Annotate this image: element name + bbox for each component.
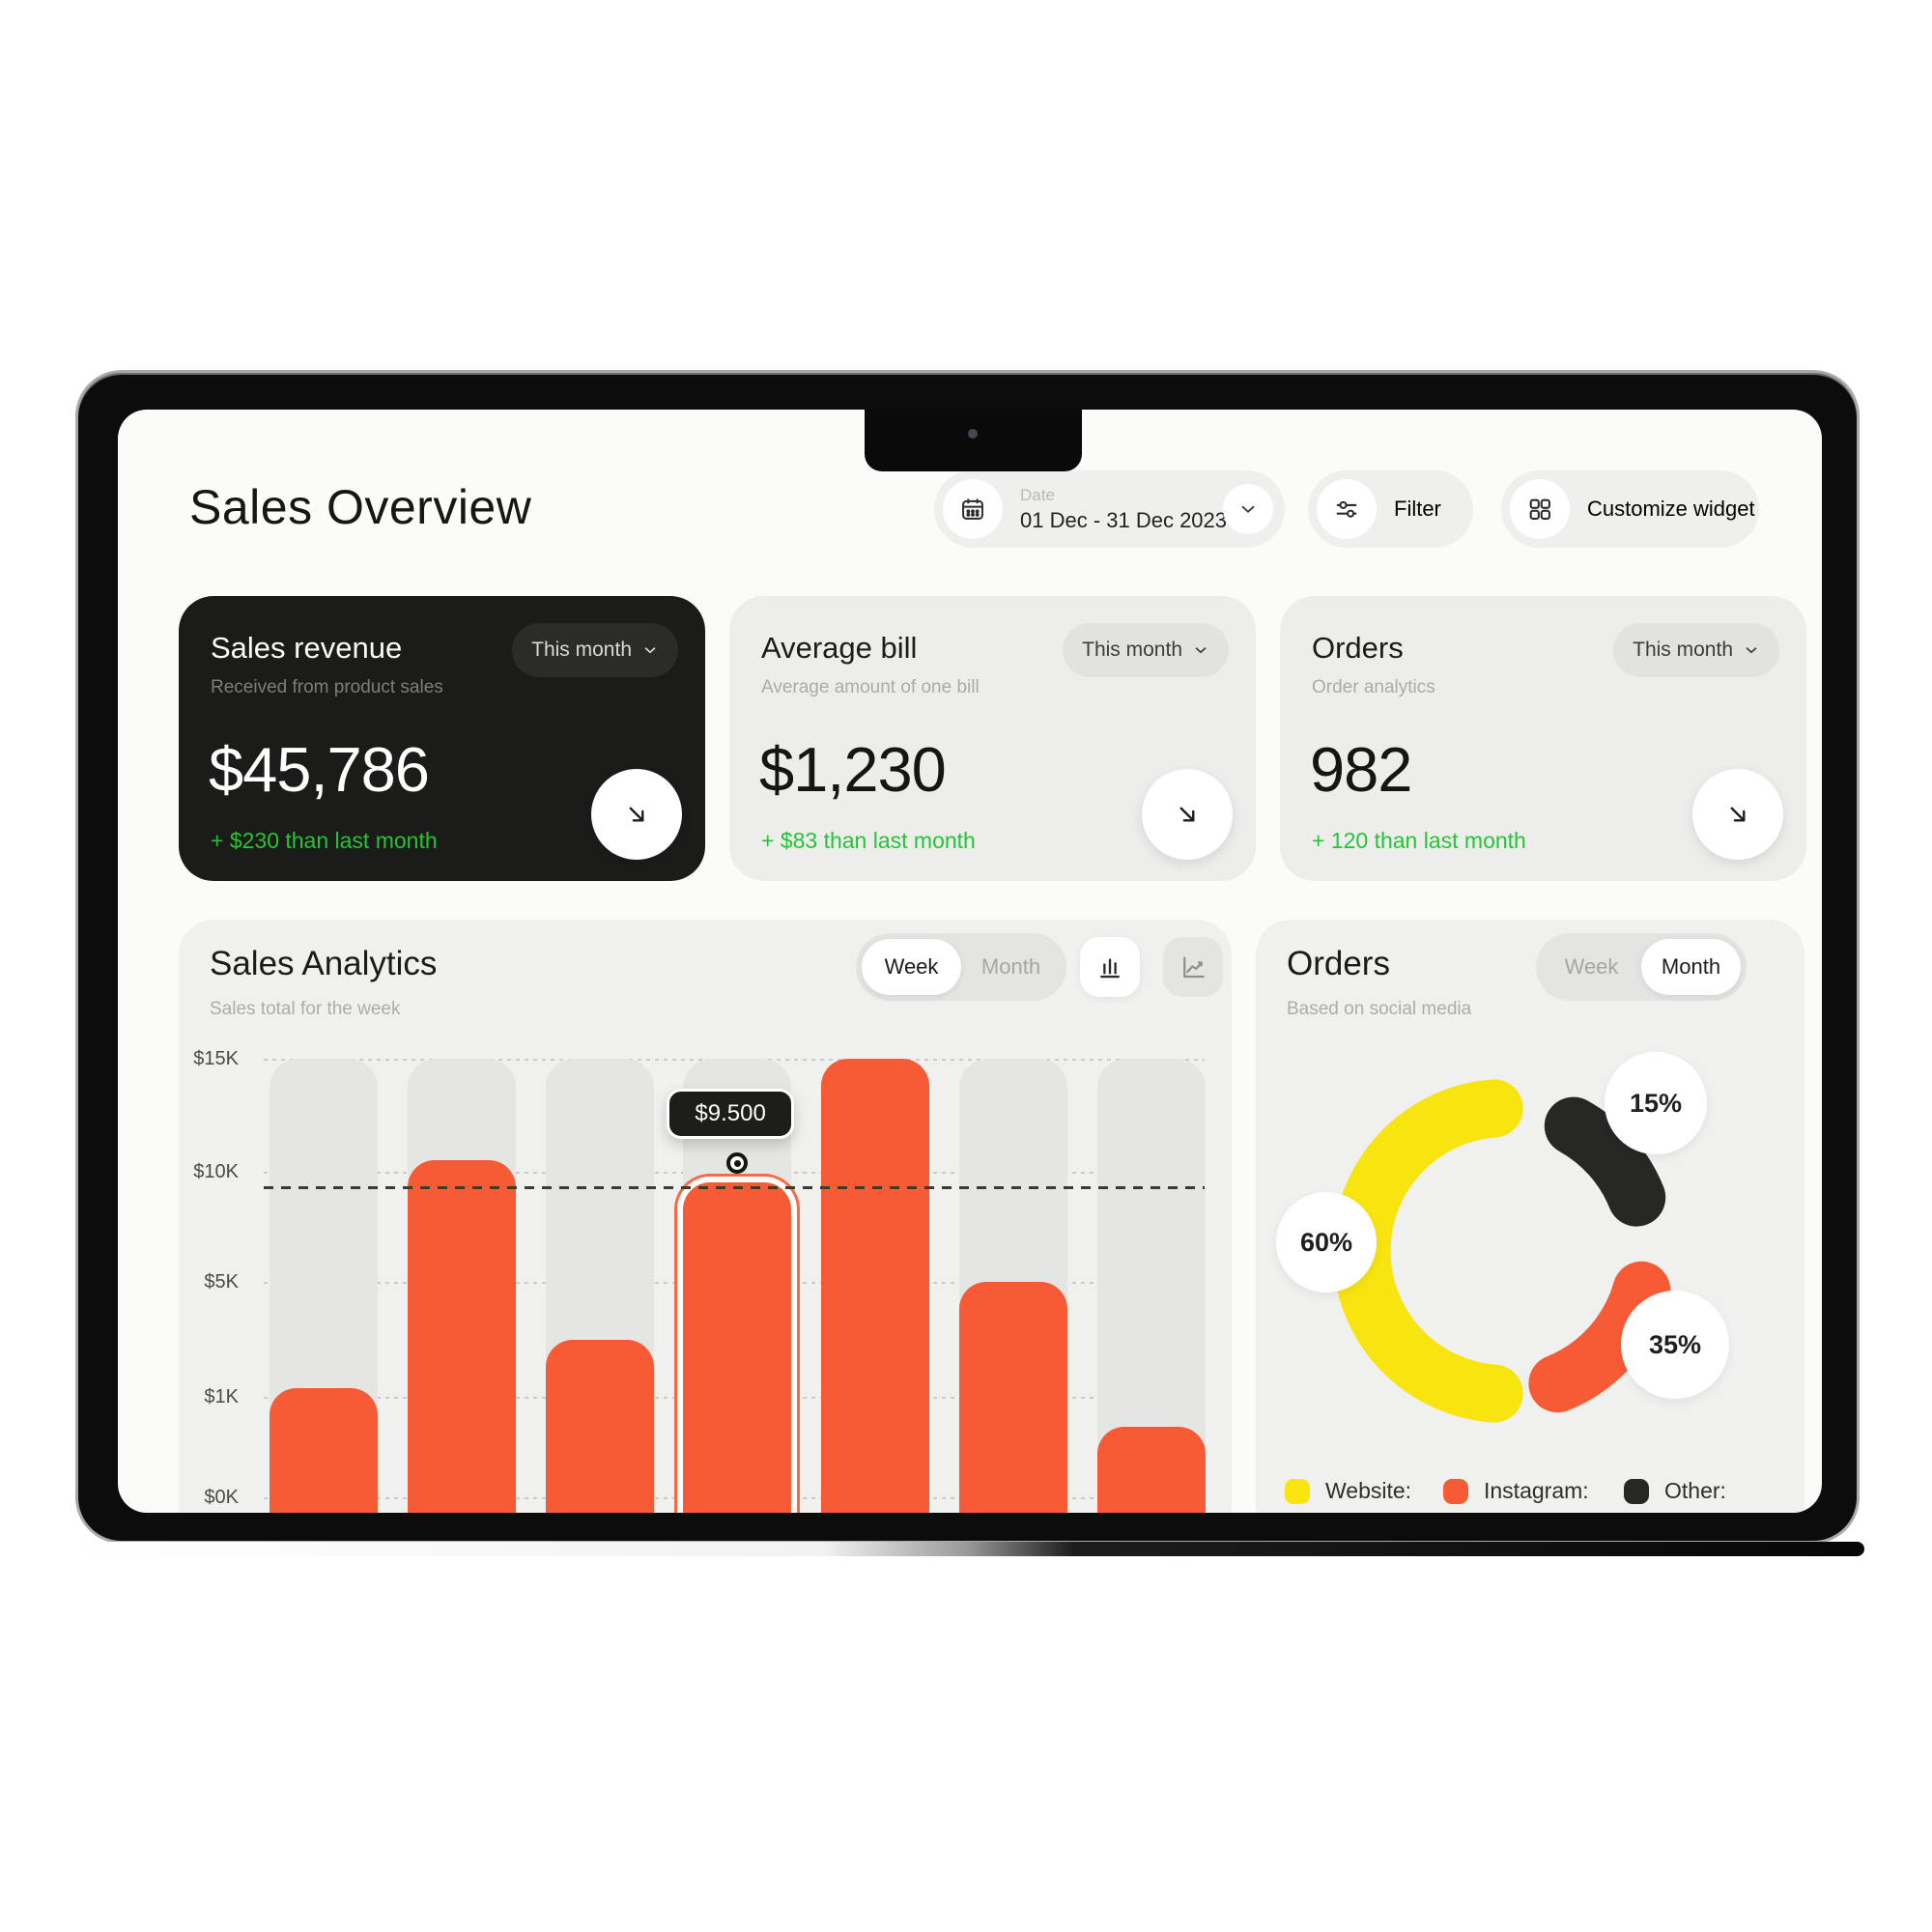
webcam-icon (968, 429, 978, 439)
bar-day-3[interactable] (545, 1339, 654, 1513)
arrow-down-right-icon (1179, 807, 1195, 822)
period-dropdown[interactable]: This month (1063, 623, 1229, 677)
bar-day-5[interactable] (821, 1059, 930, 1513)
card-subtitle: Order analytics (1312, 677, 1435, 697)
toggle-month[interactable]: Month (980, 954, 1041, 979)
arrow-down-right-icon (629, 807, 644, 822)
bar-day-6[interactable] (959, 1282, 1067, 1513)
instagram-swatch-icon (1443, 1478, 1468, 1504)
card-title: Sales revenue (211, 631, 403, 665)
date-label: Date (1020, 485, 1055, 504)
tooltip-marker-icon (726, 1152, 749, 1175)
legend-item-other: Other: (1624, 1478, 1726, 1504)
week-month-toggle: Week Month (856, 933, 1066, 1001)
kpi-value: $45,786 (209, 734, 430, 805)
donut-segment-website[interactable] (1332, 1079, 1523, 1423)
y-axis-tick: $1K (204, 1386, 239, 1407)
panel-subtitle: Sales total for the week (210, 999, 401, 1019)
toggle-month[interactable]: Month (1641, 939, 1741, 995)
date-dropdown-button[interactable] (1223, 484, 1273, 534)
bar-day-4[interactable] (683, 1182, 792, 1513)
reference-line (264, 1186, 1205, 1190)
date-range-value: 01 Dec - 31 Dec 2023 (1020, 507, 1228, 532)
customize-widget-label: Customize widget (1587, 497, 1755, 521)
legend-item-website: Website: (1285, 1478, 1411, 1504)
bar-chart-view-button[interactable] (1080, 937, 1140, 997)
sales-analytics-panel: Sales Analytics Sales total for the week… (179, 920, 1232, 1513)
line-chart-view-button[interactable] (1163, 937, 1223, 997)
donut-badge-website: 60% (1276, 1192, 1377, 1293)
filter-button[interactable]: Filter (1308, 470, 1473, 548)
chevron-down-icon (1195, 647, 1207, 654)
card-subtitle: Average amount of one bill (761, 677, 980, 697)
bar-day-1[interactable] (270, 1388, 378, 1513)
bar-day-2[interactable] (407, 1160, 516, 1513)
filter-sliders-icon (1317, 479, 1377, 539)
page-title: Sales Overview (189, 480, 532, 534)
toggle-week[interactable]: Week (862, 939, 961, 995)
donut-badge-instagram: 35% (1621, 1291, 1729, 1399)
widgets-grid-icon (1510, 479, 1570, 539)
expand-button[interactable] (1692, 769, 1783, 860)
chevron-down-icon (1746, 647, 1757, 654)
sales-revenue-card: Sales revenue Received from product sale… (179, 596, 705, 881)
panel-subtitle: Based on social media (1287, 999, 1472, 1019)
donut-badge-other: 15% (1605, 1052, 1707, 1154)
line-chart-icon (1183, 956, 1205, 979)
orders-card: Orders Order analytics This month 982 + … (1280, 596, 1806, 881)
card-subtitle: Received from product sales (211, 677, 443, 697)
expand-button[interactable] (591, 769, 682, 860)
bar-chart-icon (1100, 958, 1120, 979)
chevron-down-icon (644, 647, 656, 654)
website-swatch-icon (1285, 1478, 1310, 1504)
y-axis-tick: $10K (193, 1161, 239, 1182)
panel-title: Sales Analytics (210, 945, 438, 982)
period-dropdown[interactable]: This month (1613, 623, 1779, 677)
y-axis-tick: $5K (204, 1271, 239, 1293)
y-axis-tick: $15K (193, 1048, 239, 1069)
y-axis-tick: $0K (204, 1487, 239, 1508)
expand-button[interactable] (1142, 769, 1233, 860)
kpi-delta: + $83 than last month (761, 828, 976, 853)
customize-widget-button[interactable]: Customize widget (1501, 470, 1759, 548)
bar-day-7[interactable] (1096, 1427, 1206, 1513)
card-title: Orders (1312, 631, 1404, 665)
period-dropdown[interactable]: This month (512, 623, 678, 677)
kpi-value: 982 (1310, 734, 1412, 805)
filter-label: Filter (1394, 497, 1441, 521)
panel-title: Orders (1287, 945, 1390, 982)
dashboard-screen: Sales Overview Date 01 Dec - 31 Dec 2023 (118, 410, 1822, 1513)
kpi-delta: + 120 than last month (1312, 828, 1526, 853)
laptop-lid-edge (68, 1542, 1864, 1556)
orders-social-panel: Orders Based on social media Week Month … (1256, 920, 1804, 1513)
kpi-delta: + $230 than last month (211, 828, 438, 853)
calendar-icon (943, 479, 1003, 539)
card-title: Average bill (761, 631, 918, 665)
legend-item-instagram: Instagram: (1443, 1478, 1589, 1504)
bar-value-tooltip: $9.500 (667, 1089, 794, 1140)
week-month-toggle: Week Month (1536, 933, 1747, 1001)
other-swatch-icon (1624, 1478, 1649, 1504)
average-bill-card: Average bill Average amount of one bill … (729, 596, 1256, 881)
kpi-value: $1,230 (759, 734, 947, 805)
camera-notch (865, 410, 1082, 471)
donut-segment-other[interactable] (1544, 1096, 1666, 1227)
toggle-week[interactable]: Week (1564, 954, 1619, 979)
date-range-picker[interactable]: Date 01 Dec - 31 Dec 2023 (934, 470, 1285, 548)
arrow-down-right-icon (1730, 807, 1746, 822)
